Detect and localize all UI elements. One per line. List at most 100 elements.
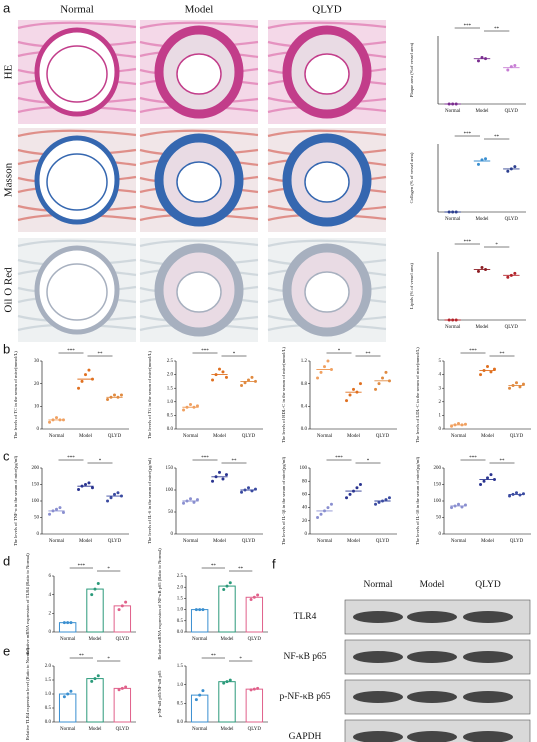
y-tick-label: 80 <box>302 479 308 484</box>
sig-label: ** <box>211 654 217 659</box>
x-tick-label: Model <box>481 539 495 544</box>
blot-column: Normal <box>363 580 392 590</box>
y-tick-label: 30 <box>34 359 40 364</box>
y-tick-label: 0.8 <box>301 382 308 387</box>
y-tick-label: 200 <box>32 466 40 471</box>
data-point <box>113 492 116 496</box>
data-point <box>377 382 381 386</box>
y-tick-label: 2.5 <box>177 574 184 579</box>
data-point <box>374 502 378 506</box>
data-point <box>518 493 522 497</box>
data-point <box>509 273 513 277</box>
data-point <box>489 473 493 477</box>
blot-band <box>407 731 457 742</box>
data-point <box>384 498 388 502</box>
sig-label: *** <box>201 456 209 461</box>
blot-row: NF-κB p65 <box>283 652 326 662</box>
y-axis-label: The levels of TG in the serum of mice(mm… <box>147 351 152 439</box>
x-tick-label: Model <box>347 539 361 544</box>
y-tick-label: 2.0 <box>167 373 174 378</box>
x-tick-label: QLYD <box>116 637 130 642</box>
panel-letter: c <box>3 448 10 463</box>
data-point <box>323 365 326 369</box>
sig-label: * <box>107 567 110 572</box>
y-tick-label: 1.5 <box>177 597 184 602</box>
data-point <box>224 473 228 477</box>
data-point <box>492 367 496 371</box>
blot-band <box>463 731 513 742</box>
bar <box>190 694 209 723</box>
y-tick-label: 3 <box>439 386 442 391</box>
x-tick-label: Model <box>475 109 489 114</box>
data-point <box>218 470 221 474</box>
blot-band <box>407 651 457 663</box>
bar <box>58 693 77 723</box>
y-tick-label: 4 <box>49 593 52 598</box>
data-point <box>513 271 517 275</box>
row-label: Masson <box>3 162 15 197</box>
data-point <box>484 157 488 161</box>
data-point <box>250 489 254 493</box>
sig-label: * <box>495 243 498 248</box>
data-point <box>381 499 384 503</box>
data-point <box>90 486 94 490</box>
data-point <box>221 370 225 374</box>
blot-band <box>407 611 457 623</box>
data-point <box>124 685 128 689</box>
data-point <box>513 165 517 169</box>
y-tick-label: 100 <box>300 466 308 471</box>
blot-row: p-NF-κB p65 <box>280 692 331 702</box>
data-point <box>484 267 488 271</box>
sig-label: *** <box>78 564 86 569</box>
data-point <box>476 162 480 166</box>
data-point <box>117 688 121 692</box>
y-axis-label: Lipids (% of vessel area) <box>409 263 414 309</box>
y-tick-label: 0 <box>439 532 442 537</box>
y-tick-label: 0.5 <box>177 619 184 624</box>
y-tick-label: 2.0 <box>177 585 184 590</box>
data-point <box>55 416 58 420</box>
data-point <box>185 499 189 503</box>
data-point <box>515 381 518 385</box>
vessel-lumen <box>304 271 350 313</box>
data-point <box>358 382 362 386</box>
data-point <box>214 373 218 377</box>
x-tick-label: Model <box>88 727 102 732</box>
bar <box>86 678 104 723</box>
sig-label: ** <box>79 654 85 659</box>
data-point <box>62 695 66 699</box>
data-point <box>476 269 480 273</box>
data-point <box>55 507 58 511</box>
data-point <box>463 422 467 426</box>
data-point <box>119 393 123 397</box>
data-point <box>222 587 226 591</box>
column-header: QLYD <box>312 4 342 16</box>
data-point <box>62 621 66 625</box>
sig-label: ** <box>366 352 372 357</box>
y-tick-label: 200 <box>434 466 442 471</box>
x-tick-label: QLYD <box>505 217 519 222</box>
x-tick-label: QLYD <box>116 727 130 732</box>
data-point <box>69 621 73 625</box>
data-point <box>93 677 97 681</box>
x-tick-label: Model <box>79 434 93 439</box>
y-tick-label: 0 <box>305 532 308 537</box>
panel-letter: e <box>3 643 10 658</box>
data-point <box>247 378 250 382</box>
data-point <box>84 483 87 486</box>
data-point <box>189 403 192 407</box>
data-point <box>96 581 100 585</box>
panel-letter: d <box>3 553 10 568</box>
x-tick-label: Normal <box>451 539 467 544</box>
tissue-fiber <box>17 239 137 248</box>
x-tick-label: Normal <box>445 217 461 222</box>
data-point <box>84 373 87 377</box>
blot-band <box>463 651 513 663</box>
data-point <box>228 581 232 585</box>
data-point <box>201 608 205 612</box>
y-tick-label: 1.5 <box>177 664 184 669</box>
sig-label: ** <box>232 459 238 464</box>
data-point <box>506 275 510 279</box>
bar <box>218 585 236 633</box>
